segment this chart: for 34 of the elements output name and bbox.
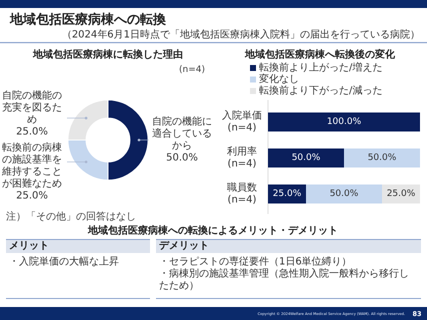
bar [268, 148, 344, 168]
y-tick-label: 利用率(n=4) [227, 146, 257, 170]
data-label: 25.0% [272, 189, 302, 199]
text: デメリット [159, 240, 209, 252]
chart-title: 地域包括医療病棟に転換した理由 [32, 48, 183, 60]
chart-title: 地域包括医療病棟へ転換後の変化 [244, 48, 396, 60]
data-label: 50.0% [292, 153, 321, 163]
y-tick-label: 入院単価(n=4) [222, 110, 262, 134]
text: （2024年6月1日時点で「地域包括医療病棟入院料」の届出を行っている病院） [62, 28, 420, 40]
data-label: 50.0% [166, 152, 198, 164]
data-label: 50.0% [330, 189, 359, 199]
bar [306, 184, 382, 204]
data-label: 100.0% [326, 117, 362, 127]
slice-label: 自院の機能に適合しているから [152, 116, 212, 152]
text: メリット [9, 240, 49, 252]
text: ・病棟別の施設基準管理（急性期入院一般料から移行したため） [159, 268, 409, 292]
bar [344, 148, 420, 168]
bar [268, 112, 420, 132]
data-label: 25.0% [386, 189, 416, 199]
legend-label: 転換前より下がった/減った [259, 84, 382, 96]
slice-label: 自院の機能の充実を図るため [2, 90, 62, 126]
text: 注）「その他」の回答はなし [6, 210, 136, 222]
data-label: 50.0% [368, 153, 397, 163]
text: 地域包括医療病棟への転換 [9, 12, 167, 28]
legend-label: 転換前より上がった/増えた [259, 62, 382, 74]
data-label: 25.0% [16, 190, 48, 202]
text: 地域包括医療病棟への転換によるメリット・デメリット [87, 224, 338, 236]
legend-label: 変化なし [259, 73, 299, 85]
text: ・セラピストの専従要件（1日6単位縛り） [159, 256, 352, 268]
y-tick-label: 職員数(n=4) [227, 182, 257, 206]
text: ・入院単価の大幅な上昇 [9, 256, 119, 268]
text: (n=4) [179, 65, 205, 75]
data-label: 25.0% [16, 126, 48, 138]
slice-label: 転換前の病棟の施設基準を維持することが困難なため [1, 142, 62, 190]
